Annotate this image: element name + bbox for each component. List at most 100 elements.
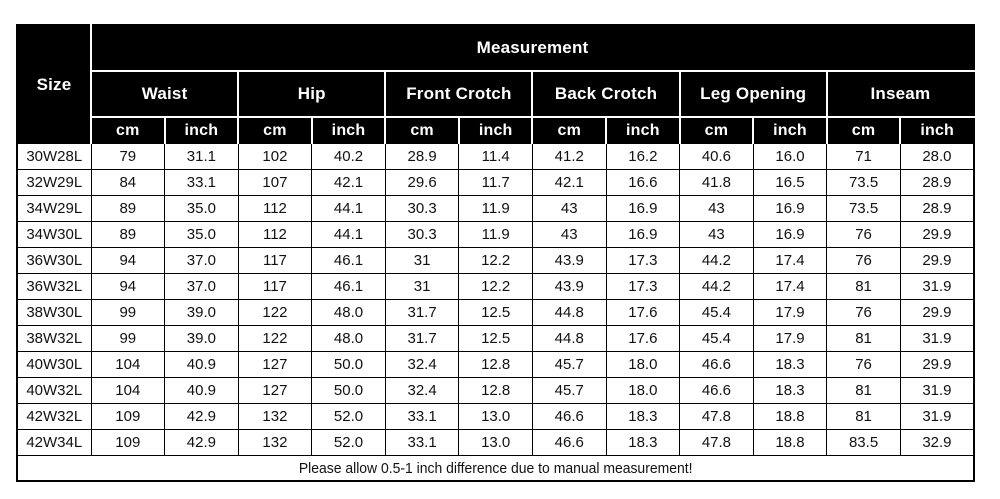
- value-cell: 29.9: [899, 351, 975, 378]
- value-cell: 16.9: [605, 195, 681, 222]
- size-cell: 42W34L: [16, 429, 92, 456]
- value-cell: 84: [90, 169, 166, 196]
- value-cell: 11.7: [458, 169, 533, 196]
- unit-header-inch: inch: [458, 117, 534, 144]
- value-cell: 43: [679, 221, 754, 248]
- value-cell: 117: [237, 247, 313, 274]
- measurement-note: Please allow 0.5-1 inch difference due t…: [298, 459, 693, 477]
- unit-header-cm: cm: [91, 117, 166, 144]
- size-chart: Size Measurement Waist Hip Front Crotch Bac…: [16, 24, 975, 482]
- value-cell: 52.0: [311, 429, 386, 456]
- table-footer: Please allow 0.5-1 inch difference due t…: [17, 455, 974, 481]
- value-cell: 44.1: [311, 195, 386, 222]
- value-cell: 43: [531, 221, 607, 248]
- value-cell: 12.5: [458, 299, 533, 326]
- unit-header-inch: inch: [753, 117, 828, 144]
- value-cell: 73.5: [826, 169, 901, 196]
- value-cell: 46.6: [531, 429, 607, 456]
- value-cell: 44.2: [679, 247, 754, 274]
- value-cell: 47.8: [679, 429, 754, 456]
- value-cell: 76: [826, 247, 901, 274]
- value-cell: 31.9: [899, 325, 975, 352]
- value-cell: 31.7: [384, 299, 460, 326]
- value-cell: 33.1: [384, 403, 460, 430]
- value-cell: 43.9: [531, 273, 607, 300]
- value-cell: 83.5: [826, 429, 901, 456]
- note-row: Please allow 0.5-1 inch difference due t…: [17, 455, 974, 481]
- value-cell: 18.0: [605, 351, 681, 378]
- note-cell: Please allow 0.5-1 inch difference due t…: [17, 455, 974, 481]
- table-header: Size Measurement Waist Hip Front Crotch Bac…: [17, 25, 974, 144]
- value-cell: 16.2: [605, 143, 681, 170]
- value-cell: 122: [237, 299, 313, 326]
- value-cell: 29.6: [384, 169, 460, 196]
- value-cell: 18.3: [605, 403, 681, 430]
- size-cell: 38W32L: [16, 325, 92, 352]
- value-cell: 40.2: [311, 143, 386, 170]
- value-cell: 11.4: [458, 143, 533, 170]
- value-cell: 31: [384, 247, 460, 274]
- value-cell: 16.6: [605, 169, 681, 196]
- table-row: 32W29L 84 33.1 107 42.1 29.6 11.7 42.1 16.6 41.8 1…: [16, 169, 975, 196]
- value-cell: 112: [237, 221, 313, 248]
- value-cell: 45.7: [531, 377, 607, 404]
- value-cell: 43: [679, 195, 754, 222]
- size-cell: 38W30L: [16, 299, 92, 326]
- value-cell: 31.9: [899, 403, 975, 430]
- value-cell: 35.0: [164, 195, 239, 222]
- value-cell: 17.6: [605, 325, 681, 352]
- value-cell: 33.1: [384, 429, 460, 456]
- unit-header-cm: cm: [826, 117, 902, 144]
- value-cell: 28.9: [899, 169, 975, 196]
- table-row: 30W28L 79 31.1 102 40.2 28.9 11.4 41.2 16.2 40.6 1…: [16, 143, 975, 170]
- value-cell: 42.1: [531, 169, 607, 196]
- value-cell: 89: [90, 221, 166, 248]
- value-cell: 40.6: [679, 143, 754, 170]
- value-cell: 117: [237, 273, 313, 300]
- value-cell: 40.9: [164, 377, 239, 404]
- size-cell: 42W32L: [16, 403, 92, 430]
- value-cell: 42.9: [164, 403, 239, 430]
- group-header-row: Waist Hip Front Crotch Back Crotch Leg Openi…: [17, 71, 974, 118]
- value-cell: 18.3: [605, 429, 681, 456]
- value-cell: 13.0: [458, 403, 533, 430]
- size-cell: 40W30L: [16, 351, 92, 378]
- value-cell: 12.8: [458, 351, 533, 378]
- value-cell: 94: [90, 247, 166, 274]
- table-row: 40W32L 104 40.9 127 50.0 32.4 12.8 45.7 18.0 46.6…: [16, 377, 975, 404]
- value-cell: 109: [90, 429, 166, 456]
- value-cell: 16.9: [752, 195, 828, 222]
- value-cell: 32.4: [384, 377, 460, 404]
- value-cell: 50.0: [311, 351, 386, 378]
- size-cell: 30W28L: [16, 143, 92, 170]
- value-cell: 17.3: [605, 273, 681, 300]
- value-cell: 52.0: [311, 403, 386, 430]
- value-cell: 43: [531, 195, 607, 222]
- size-chart-table: Size Measurement Waist Hip Front Crotch Bac…: [16, 24, 975, 482]
- value-cell: 29.9: [899, 247, 975, 274]
- value-cell: 46.6: [679, 377, 754, 404]
- size-cell: 40W32L: [16, 377, 92, 404]
- value-cell: 127: [237, 351, 313, 378]
- value-cell: 46.1: [311, 273, 386, 300]
- value-cell: 127: [237, 377, 313, 404]
- value-cell: 46.6: [531, 403, 607, 430]
- value-cell: 12.5: [458, 325, 533, 352]
- value-cell: 45.4: [679, 325, 754, 352]
- value-cell: 81: [826, 377, 901, 404]
- value-cell: 44.1: [311, 221, 386, 248]
- value-cell: 44.8: [531, 325, 607, 352]
- table-row: 42W34L 109 42.9 132 52.0 33.1 13.0 46.6 18.3 47.8…: [16, 429, 975, 456]
- value-cell: 112: [237, 195, 313, 222]
- value-cell: 11.9: [458, 195, 533, 222]
- value-cell: 45.4: [679, 299, 754, 326]
- size-cell: 34W30L: [16, 221, 92, 248]
- column-group-leg-opening: Leg Opening: [679, 71, 828, 118]
- value-cell: 132: [237, 429, 313, 456]
- value-cell: 43.9: [531, 247, 607, 274]
- value-cell: 79: [90, 143, 166, 170]
- column-group-hip: Hip: [238, 71, 387, 118]
- measurement-header-cell: Measurement: [91, 25, 974, 72]
- table-row: 38W32L 99 39.0 122 48.0 31.7 12.5 44.8 17.6 45.4 1…: [16, 325, 975, 352]
- table-row: 34W29L 89 35.0 112 44.1 30.3 11.9 43 16.9 43 16.9 7…: [16, 195, 975, 222]
